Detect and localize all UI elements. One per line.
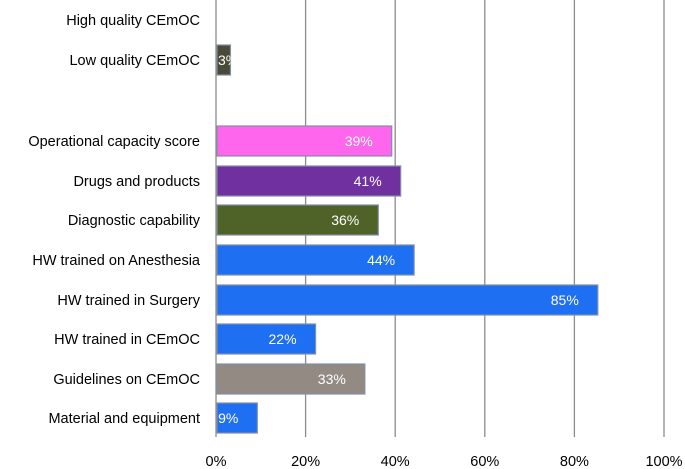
x-tick-label: 40% xyxy=(381,454,410,469)
bar xyxy=(216,323,317,355)
data-label: 85% xyxy=(551,292,579,308)
data-label: 41% xyxy=(354,173,382,189)
data-label: 36% xyxy=(331,212,359,228)
bar xyxy=(216,125,393,157)
category-label: High quality CEmOC xyxy=(66,13,200,29)
category-label: Low quality CEmOC xyxy=(69,53,200,69)
x-tick-labels: 0% 20% 40% 60% 80% 100% xyxy=(206,454,683,469)
category-label: Drugs and products xyxy=(73,174,200,190)
x-tick-label: 20% xyxy=(291,454,320,469)
x-tick-label: 0% xyxy=(206,454,227,469)
data-label: 39% xyxy=(345,133,373,149)
data-labels: 3% 39% 41% 36% 44% 85% 22% 33% 9% xyxy=(218,52,579,426)
bar xyxy=(216,44,232,76)
category-label: Operational capacity score xyxy=(28,134,200,150)
bar xyxy=(216,165,402,197)
category-label: HW trained in Surgery xyxy=(57,293,200,309)
bar xyxy=(216,402,258,434)
bar xyxy=(216,204,379,236)
bar xyxy=(216,363,366,395)
data-label: 3% xyxy=(218,52,238,68)
category-label: Diagnostic capability xyxy=(68,213,201,229)
data-label: 22% xyxy=(269,331,297,347)
x-tick-label: 60% xyxy=(470,454,499,469)
category-label: Material and equipment xyxy=(48,411,200,427)
category-label: Guidelines on CEmOC xyxy=(53,372,200,388)
x-tick-label: 80% xyxy=(560,454,589,469)
category-labels: High quality CEmOC Low quality CEmOC Opera… xyxy=(28,13,201,427)
data-label: 9% xyxy=(218,410,238,426)
x-tick-label: 100% xyxy=(645,454,682,469)
data-label: 44% xyxy=(367,252,395,268)
category-label: HW trained in CEmOC xyxy=(54,332,200,348)
category-label: HW trained on Anesthesia xyxy=(32,253,201,269)
bar xyxy=(216,284,599,316)
bars xyxy=(216,44,599,434)
data-label: 33% xyxy=(318,371,346,387)
bar xyxy=(216,244,415,276)
